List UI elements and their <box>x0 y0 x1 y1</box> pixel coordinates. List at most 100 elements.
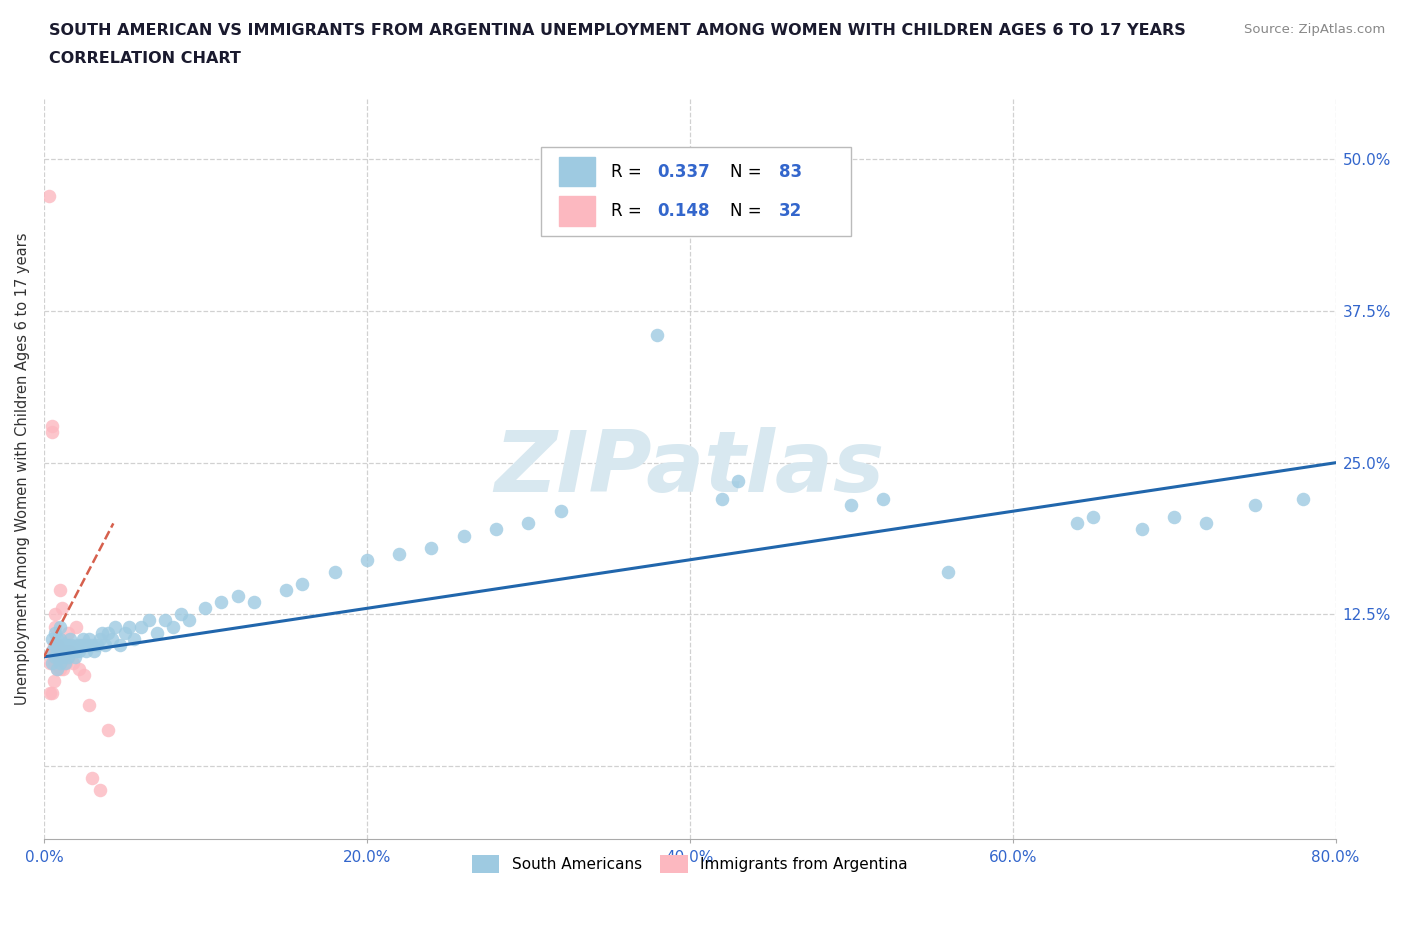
Point <box>53 644 76 658</box>
Point <box>45 644 67 658</box>
Point <box>114 625 136 640</box>
Point <box>44 637 66 652</box>
Text: N =: N = <box>730 202 762 219</box>
Point <box>1066 516 1088 531</box>
Text: R =: R = <box>612 202 641 219</box>
Point <box>38 189 60 204</box>
Point <box>170 607 193 622</box>
Point <box>1130 522 1153 537</box>
Point <box>91 625 114 640</box>
Point <box>453 528 475 543</box>
Point <box>73 637 96 652</box>
Point <box>1292 492 1315 507</box>
Point <box>41 644 63 658</box>
Point <box>67 661 90 676</box>
Point <box>72 631 94 646</box>
Point <box>41 631 63 646</box>
FancyBboxPatch shape <box>541 147 851 235</box>
Point <box>45 649 67 664</box>
Point <box>39 656 62 671</box>
Point <box>839 498 862 512</box>
Point <box>517 516 540 531</box>
Point <box>70 637 93 652</box>
Point <box>420 540 443 555</box>
Point <box>86 637 108 652</box>
Point <box>138 613 160 628</box>
Bar <box>560 196 595 226</box>
Point <box>75 644 97 658</box>
Point <box>97 625 120 640</box>
Point <box>60 637 83 652</box>
Point <box>194 601 217 616</box>
Point <box>872 492 894 507</box>
Point <box>97 723 120 737</box>
Point <box>124 631 146 646</box>
Point <box>291 577 314 591</box>
Point <box>56 649 79 664</box>
Point <box>63 649 86 664</box>
Point <box>485 522 508 537</box>
Point <box>48 649 70 664</box>
Point <box>45 661 67 676</box>
Point <box>388 546 411 561</box>
Point <box>94 637 117 652</box>
Point <box>52 661 75 676</box>
Point <box>51 601 73 616</box>
Point <box>45 661 67 676</box>
Point <box>59 631 82 646</box>
Point <box>42 637 65 652</box>
Point <box>243 595 266 610</box>
Point <box>146 625 169 640</box>
Point <box>129 619 152 634</box>
Point <box>1083 510 1105 525</box>
Point <box>65 644 87 658</box>
Point <box>356 552 378 567</box>
Point <box>1195 516 1218 531</box>
Point <box>48 637 70 652</box>
Point <box>56 637 79 652</box>
Point <box>49 661 72 676</box>
Point <box>53 656 76 671</box>
Point <box>52 649 75 664</box>
Point <box>41 418 63 433</box>
Point <box>55 656 77 671</box>
Point <box>936 565 959 579</box>
Point <box>44 625 66 640</box>
Point <box>52 637 75 652</box>
Point <box>100 631 122 646</box>
Point <box>711 492 734 507</box>
Point <box>727 473 749 488</box>
Point <box>48 637 70 652</box>
Y-axis label: Unemployment Among Women with Children Ages 6 to 17 years: Unemployment Among Women with Children A… <box>15 232 30 705</box>
Point <box>1163 510 1185 525</box>
Point <box>76 637 98 652</box>
Text: 83: 83 <box>779 163 801 180</box>
Point <box>73 668 96 683</box>
Text: SOUTH AMERICAN VS IMMIGRANTS FROM ARGENTINA UNEMPLOYMENT AMONG WOMEN WITH CHILDR: SOUTH AMERICAN VS IMMIGRANTS FROM ARGENT… <box>49 23 1185 38</box>
Point <box>323 565 346 579</box>
Point <box>274 583 297 598</box>
Point <box>59 644 82 658</box>
Point <box>104 619 127 634</box>
Point <box>44 649 66 664</box>
Point <box>89 783 111 798</box>
Point <box>49 656 72 671</box>
Legend: South Americans, Immigrants from Argentina: South Americans, Immigrants from Argenti… <box>465 848 914 880</box>
Text: CORRELATION CHART: CORRELATION CHART <box>49 51 240 66</box>
Point <box>44 607 66 622</box>
Point <box>55 637 77 652</box>
Point <box>153 613 176 628</box>
Point <box>59 644 82 658</box>
Point <box>42 656 65 671</box>
Point <box>65 619 87 634</box>
Text: N =: N = <box>730 163 762 180</box>
Point <box>62 644 84 658</box>
Point <box>41 685 63 700</box>
Point <box>83 644 105 658</box>
Point <box>49 583 72 598</box>
Point <box>211 595 233 610</box>
Point <box>45 631 67 646</box>
Point <box>41 656 63 671</box>
Point <box>53 644 76 658</box>
Point <box>67 644 90 658</box>
